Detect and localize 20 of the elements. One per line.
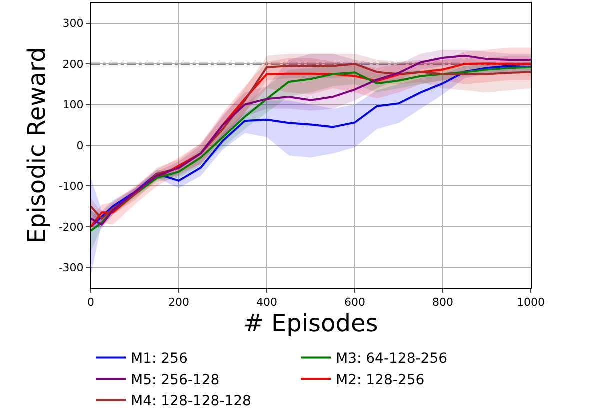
- x-tick-label: 800: [432, 296, 454, 310]
- y-tick-label: 0: [76, 139, 84, 152]
- y-tick-label: -200: [58, 220, 84, 234]
- y-tick-label: -300: [58, 261, 84, 274]
- x-tick-label: 600: [344, 296, 366, 310]
- x-tick-label: 0: [88, 296, 94, 310]
- x-axis-title: # Episodes: [244, 310, 378, 338]
- legend-label: M3: 64-128-256: [336, 351, 448, 368]
- y-tick-label: -100: [58, 180, 84, 194]
- y-tick-label: 300: [62, 17, 84, 30]
- y-tick-label: 200: [62, 58, 84, 71]
- legend-label: M1: 256: [131, 351, 188, 368]
- legend-label: M5: 256-128: [131, 372, 220, 388]
- x-tick-label: 400: [256, 296, 278, 310]
- legend-label: M2: 128-256: [336, 372, 425, 388]
- legend-label: M4: 128-128-128: [131, 394, 252, 410]
- y-tick-label: 100: [62, 98, 84, 112]
- y-axis-title: Episodic Reward: [22, 47, 51, 244]
- x-tick-label: 200: [168, 296, 190, 310]
- x-tick-label: 1000: [517, 296, 545, 310]
